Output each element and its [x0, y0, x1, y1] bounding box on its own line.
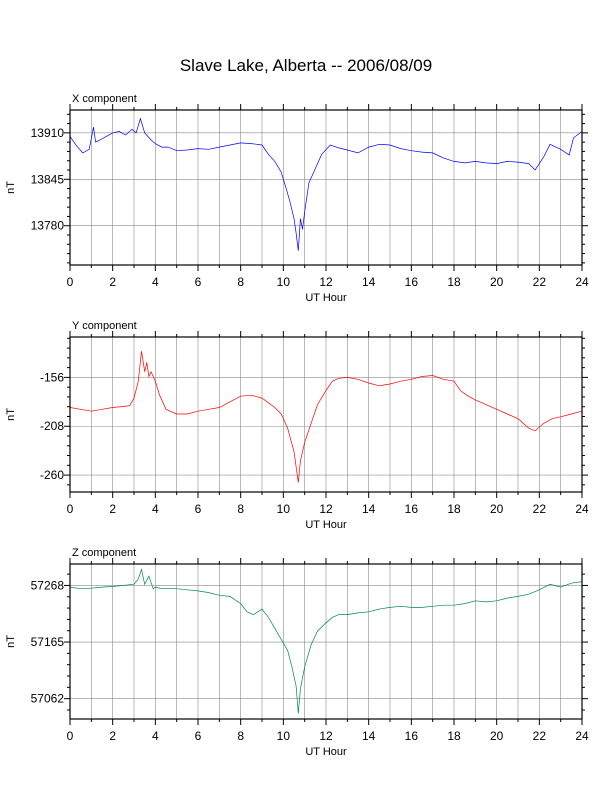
x-tick-label: 2 — [109, 275, 116, 289]
x-tick-label: 22 — [533, 502, 547, 516]
x-axis-label: UT Hour — [305, 519, 347, 531]
x-tick-label: 16 — [405, 275, 419, 289]
x-tick-label: 22 — [533, 275, 547, 289]
y-tick-label: -208 — [40, 419, 64, 433]
x-tick-label: 14 — [362, 502, 376, 516]
y-tick-label: 13780 — [31, 219, 65, 233]
y-tick-label: 13910 — [31, 126, 65, 140]
x-tick-label: 12 — [319, 502, 333, 516]
x-tick-label: 18 — [447, 729, 461, 743]
x-tick-label: 2 — [109, 502, 116, 516]
x-tick-label: 14 — [362, 729, 376, 743]
x-tick-label: 24 — [575, 275, 589, 289]
page-title: Slave Lake, Alberta -- 2006/08/09 — [179, 56, 433, 75]
x-tick-label: 4 — [152, 275, 159, 289]
x-tick-label: 10 — [277, 502, 291, 516]
x-tick-label: 12 — [319, 729, 333, 743]
y-axis-label: nT — [5, 635, 17, 648]
y-tick-label: 57062 — [31, 692, 65, 706]
x-tick-label: 18 — [447, 275, 461, 289]
x-tick-label: 10 — [277, 275, 291, 289]
y-tick-label: -260 — [40, 468, 64, 482]
panel-title-x: X component — [72, 93, 137, 105]
x-tick-label: 8 — [237, 502, 244, 516]
x-tick-label: 8 — [237, 729, 244, 743]
y-tick-label: 57165 — [31, 635, 65, 649]
y-axis-label: nT — [5, 408, 17, 421]
x-tick-label: 18 — [447, 502, 461, 516]
x-tick-label: 8 — [237, 275, 244, 289]
x-tick-label: 14 — [362, 275, 376, 289]
x-tick-label: 16 — [405, 502, 419, 516]
y-tick-label: -156 — [40, 370, 64, 384]
x-tick-label: 0 — [67, 729, 74, 743]
x-tick-label: 20 — [490, 502, 504, 516]
panel-title-y: Y component — [72, 320, 137, 332]
x-tick-label: 4 — [152, 502, 159, 516]
x-axis-label: UT Hour — [305, 746, 347, 758]
series-line-z — [69, 568, 583, 714]
x-tick-label: 4 — [152, 729, 159, 743]
x-tick-label: 12 — [319, 275, 333, 289]
x-tick-label: 20 — [490, 275, 504, 289]
x-tick-label: 6 — [195, 729, 202, 743]
x-tick-label: 24 — [575, 729, 589, 743]
x-tick-label: 2 — [109, 729, 116, 743]
x-tick-label: 10 — [277, 729, 291, 743]
x-tick-label: 0 — [67, 502, 74, 516]
panel-title-z: Z component — [72, 547, 136, 559]
x-tick-label: 0 — [67, 275, 74, 289]
x-tick-label: 24 — [575, 502, 589, 516]
series-line-x — [69, 117, 583, 251]
y-tick-label: 57268 — [31, 578, 65, 592]
y-axis-label: nT — [5, 181, 17, 194]
x-tick-label: 20 — [490, 729, 504, 743]
x-tick-label: 6 — [195, 275, 202, 289]
x-tick-label: 6 — [195, 502, 202, 516]
x-axis-label: UT Hour — [305, 292, 347, 304]
x-tick-label: 16 — [405, 729, 419, 743]
y-tick-label: 13845 — [31, 172, 65, 186]
x-tick-label: 22 — [533, 729, 547, 743]
series-line-y — [69, 351, 583, 483]
